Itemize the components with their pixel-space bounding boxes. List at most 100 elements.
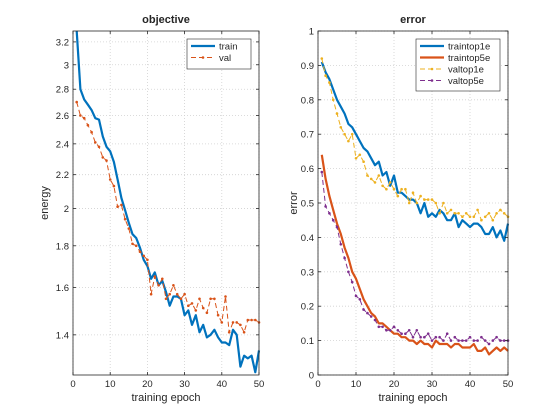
series-line-val: [76, 101, 260, 333]
data-point-val: [213, 297, 216, 301]
data-point-valtop5e: [495, 335, 498, 339]
data-point-valtop1e: [320, 57, 324, 60]
data-point-val: [116, 205, 119, 208]
data-point-val: [231, 321, 235, 324]
data-point-valtop5e: [388, 329, 392, 332]
x-tick-label: 50: [254, 379, 265, 390]
data-point-valtop1e: [442, 201, 445, 205]
data-point-valtop1e: [339, 126, 343, 129]
data-point-valtop5e: [480, 335, 483, 339]
data-point-valtop1e: [472, 215, 476, 219]
data-point-val: [216, 313, 220, 317]
data-point-val: [86, 123, 90, 127]
data-point-valtop5e: [445, 332, 449, 336]
legend-marker-valtop1e: [430, 67, 434, 71]
data-point-valtop5e: [442, 339, 445, 342]
data-point-valtop1e: [426, 198, 430, 201]
data-point-val: [134, 244, 138, 248]
data-point-valtop1e: [468, 215, 472, 219]
data-point-valtop5e: [438, 335, 441, 339]
plot-area: [73, 31, 259, 375]
data-point-valtop5e: [419, 335, 422, 339]
data-point-valtop5e: [385, 329, 388, 332]
data-point-val: [75, 100, 78, 104]
data-point-val: [164, 297, 168, 301]
y-tick-label: 0.5: [301, 199, 314, 210]
data-point-valtop1e: [430, 198, 434, 201]
y-tick-label: 1: [309, 27, 314, 38]
legend-label: valtop1e: [448, 64, 484, 75]
data-point-valtop5e: [411, 335, 415, 339]
data-point-val: [183, 292, 186, 296]
data-point-valtop1e: [495, 212, 498, 215]
y-tick-label: 3.2: [56, 37, 69, 48]
data-point-valtop5e: [396, 329, 400, 332]
data-point-valtop1e: [415, 201, 419, 205]
y-tick-label: 0.4: [301, 233, 314, 244]
data-point-val: [82, 116, 86, 120]
data-point-valtop1e: [457, 212, 460, 215]
legend-label: valtop5e: [448, 76, 484, 87]
data-point-valtop5e: [476, 339, 479, 342]
y-tick-label: 1.8: [56, 241, 69, 252]
x-tick-label: 30: [427, 379, 438, 390]
data-point-valtop5e: [457, 339, 460, 342]
data-point-valtop1e: [404, 187, 407, 191]
data-point-valtop1e: [377, 174, 381, 177]
series-line-train: [75, 30, 261, 374]
data-point-valtop5e: [472, 339, 476, 342]
y-tick-label: 0.7: [301, 130, 314, 141]
data-point-valtop1e: [385, 187, 388, 191]
data-point-val: [131, 242, 134, 246]
data-point-val: [254, 318, 257, 322]
data-point-val: [235, 321, 238, 324]
data-point-valtop1e: [328, 81, 331, 84]
data-point-valtop5e: [358, 298, 362, 301]
y-tick-label: 2.2: [56, 170, 69, 181]
data-point-valtop1e: [480, 218, 483, 222]
data-point-val: [138, 250, 142, 253]
x-tick-label: 0: [315, 379, 320, 390]
chart-title: objective: [142, 14, 190, 26]
data-point-valtop1e: [388, 181, 392, 184]
data-point-valtop5e: [369, 315, 373, 318]
data-point-valtop5e: [434, 335, 438, 339]
data-point-val: [187, 304, 190, 308]
y-tick-label: 0.9: [301, 61, 314, 72]
legend-label: train: [219, 41, 237, 52]
chart-panel-objective: 0 10 20 30 40 50 1.4 1.6 1.8 2 2.2 2.4 2.6 2.8 3 3.2 obj…: [39, 14, 264, 404]
data-point-val: [153, 275, 157, 278]
legend-box: [415, 38, 501, 92]
data-point-val: [97, 145, 101, 149]
data-point-val: [120, 203, 123, 207]
data-point-val: [161, 277, 164, 281]
data-point-valtop5e: [415, 329, 419, 332]
x-tick-label: 10: [351, 379, 362, 390]
data-point-valtop1e: [476, 208, 479, 212]
data-point-valtop5e: [381, 325, 384, 329]
y-tick-label: 2.4: [56, 139, 69, 150]
data-point-val: [227, 331, 231, 334]
data-point-valtop1e: [392, 187, 396, 191]
x-axis-label: training epoch: [378, 392, 447, 404]
data-point-valtop5e: [343, 256, 346, 260]
data-point-val: [157, 284, 160, 287]
data-point-valtop1e: [464, 212, 468, 215]
x-tick-label: 20: [389, 379, 400, 390]
y-tick-label: 0.8: [301, 95, 314, 106]
x-tick-label: 40: [217, 379, 228, 390]
y-tick-label: 0.3: [301, 267, 314, 278]
data-point-val: [79, 114, 82, 117]
x-tick-label: 50: [503, 379, 514, 390]
series-markers-valtop1e: [320, 57, 510, 222]
y-tick-label: 0.2: [301, 302, 314, 313]
data-point-valtop5e: [373, 318, 377, 322]
legend-label: traintop1e: [448, 41, 490, 52]
data-point-valtop5e: [487, 342, 491, 346]
y-tick-label: 0.1: [301, 336, 314, 347]
data-point-valtop1e: [419, 194, 422, 198]
data-point-valtop5e: [335, 225, 339, 229]
data-point-val: [239, 323, 242, 327]
data-point-valtop1e: [491, 218, 495, 222]
data-point-valtop1e: [369, 177, 373, 181]
